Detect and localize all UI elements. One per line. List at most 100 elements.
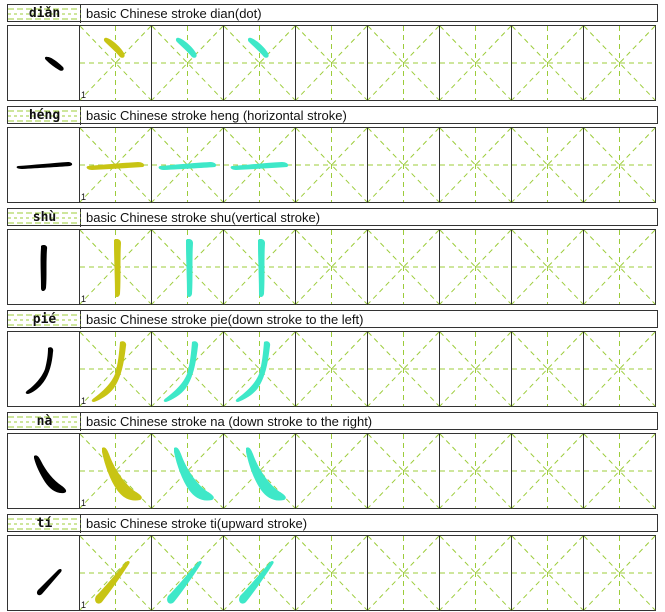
practice-cell[interactable] [367, 25, 440, 101]
cell-canvas [584, 26, 656, 101]
practice-cell[interactable] [511, 127, 584, 203]
practice-cell[interactable] [439, 229, 512, 305]
practice-cell[interactable] [367, 127, 440, 203]
tian-zi-guide-lines [80, 332, 152, 407]
practice-cell[interactable] [151, 331, 224, 407]
stroke-order-number: 1 [81, 600, 87, 610]
practice-cell[interactable]: 1 [79, 535, 152, 611]
practice-cell[interactable] [439, 127, 512, 203]
practice-cell[interactable] [223, 229, 296, 305]
practice-cell[interactable]: 1 [79, 331, 152, 407]
stroke-row-dian: diǎn basic Chinese stroke dian(dot) 1 [7, 4, 658, 101]
practice-cell[interactable]: 1 [79, 25, 152, 101]
practice-cell[interactable] [511, 331, 584, 407]
cell-canvas [440, 434, 512, 509]
practice-cell[interactable] [223, 535, 296, 611]
tian-zi-guide-lines [368, 26, 440, 101]
pinyin-box: tí [8, 515, 81, 533]
reference-stroke-box [7, 25, 80, 101]
cell-canvas [368, 536, 440, 611]
trace-stroke-demo [86, 162, 145, 170]
practice-grid: 1 [7, 535, 658, 611]
practice-cell[interactable] [151, 229, 224, 305]
stroke-description: basic Chinese stroke heng (horizontal st… [86, 108, 347, 123]
practice-cell[interactable] [367, 535, 440, 611]
tian-zi-guide-lines [512, 128, 584, 203]
tian-zi-guide-lines [296, 230, 368, 305]
practice-cell[interactable] [511, 433, 584, 509]
practice-cell[interactable] [223, 25, 296, 101]
pinyin-guide-lines [8, 416, 81, 428]
cell-canvas [296, 536, 368, 611]
practice-cell[interactable] [367, 331, 440, 407]
practice-cell[interactable] [295, 535, 368, 611]
trace-stroke-guide [163, 341, 199, 402]
practice-cell[interactable] [367, 433, 440, 509]
practice-cell[interactable] [151, 535, 224, 611]
practice-cell[interactable]: 1 [79, 433, 152, 509]
tian-zi-guide-lines [512, 332, 584, 407]
practice-cell[interactable] [151, 433, 224, 509]
tian-zi-guide-lines [80, 536, 152, 611]
practice-cell[interactable] [439, 25, 512, 101]
reference-stroke-box [7, 331, 80, 407]
stroke-header: nà basic Chinese stroke na (down stroke t… [7, 412, 658, 431]
stroke-header: diǎn basic Chinese stroke dian(dot) [7, 4, 658, 23]
practice-cell[interactable] [583, 331, 656, 407]
practice-cell[interactable] [511, 535, 584, 611]
practice-cell[interactable] [151, 127, 224, 203]
practice-cell[interactable] [295, 229, 368, 305]
stroke-row-shu: shù basic Chinese stroke shu(vertical str… [7, 208, 658, 305]
tian-zi-guide-lines [584, 434, 656, 509]
practice-cell[interactable]: 1 [79, 127, 152, 203]
practice-cell[interactable] [151, 25, 224, 101]
tian-zi-guide-lines [584, 536, 656, 611]
heng-reference-stroke [16, 162, 73, 169]
trace-stroke-guide [235, 341, 271, 402]
practice-cell[interactable] [583, 535, 656, 611]
pinyin-label: diǎn [28, 6, 61, 21]
tian-zi-guide-lines [512, 230, 584, 305]
cell-canvas [584, 128, 656, 203]
tian-zi-guide-lines [584, 230, 656, 305]
cell-canvas [80, 434, 152, 509]
cell-canvas [512, 26, 584, 101]
stroke-shape [25, 347, 54, 394]
practice-cell[interactable] [583, 229, 656, 305]
practice-cell[interactable] [439, 535, 512, 611]
practice-cell[interactable] [583, 25, 656, 101]
cell-canvas [80, 332, 152, 407]
practice-cell[interactable] [511, 229, 584, 305]
practice-cell[interactable] [295, 433, 368, 509]
practice-cell[interactable] [223, 433, 296, 509]
tian-zi-guide-lines [296, 332, 368, 407]
practice-cell[interactable] [295, 127, 368, 203]
practice-cell[interactable] [295, 331, 368, 407]
practice-cell[interactable] [367, 229, 440, 305]
tian-zi-guide-lines [368, 128, 440, 203]
stroke-order-number: 1 [81, 90, 87, 100]
pinyin-label: pié [32, 312, 57, 327]
practice-cell[interactable] [583, 433, 656, 509]
pinyin-guide-lines [8, 8, 81, 20]
stroke-header: tí basic Chinese stroke ti(upward stroke) [7, 514, 658, 533]
stroke-header: pié basic Chinese stroke pie(down stroke … [7, 310, 658, 329]
practice-cell[interactable] [511, 25, 584, 101]
practice-cell[interactable] [295, 25, 368, 101]
stroke-order-number: 1 [81, 294, 87, 304]
stroke-description: basic Chinese stroke ti(upward stroke) [86, 516, 308, 531]
na-reference-stroke [34, 455, 67, 494]
practice-cell[interactable] [439, 331, 512, 407]
practice-cell[interactable] [583, 127, 656, 203]
practice-cell[interactable]: 1 [79, 229, 152, 305]
cell-canvas [512, 332, 584, 407]
practice-cell[interactable] [223, 127, 296, 203]
trace-stroke-guide [230, 162, 289, 170]
tian-zi-guide-lines [296, 434, 368, 509]
practice-cell[interactable] [223, 331, 296, 407]
practice-cell[interactable] [439, 433, 512, 509]
cell-canvas [512, 536, 584, 611]
tian-zi-guide-lines [584, 332, 656, 407]
pinyin-box: nà [8, 413, 81, 431]
tian-zi-guide-lines [440, 332, 512, 407]
